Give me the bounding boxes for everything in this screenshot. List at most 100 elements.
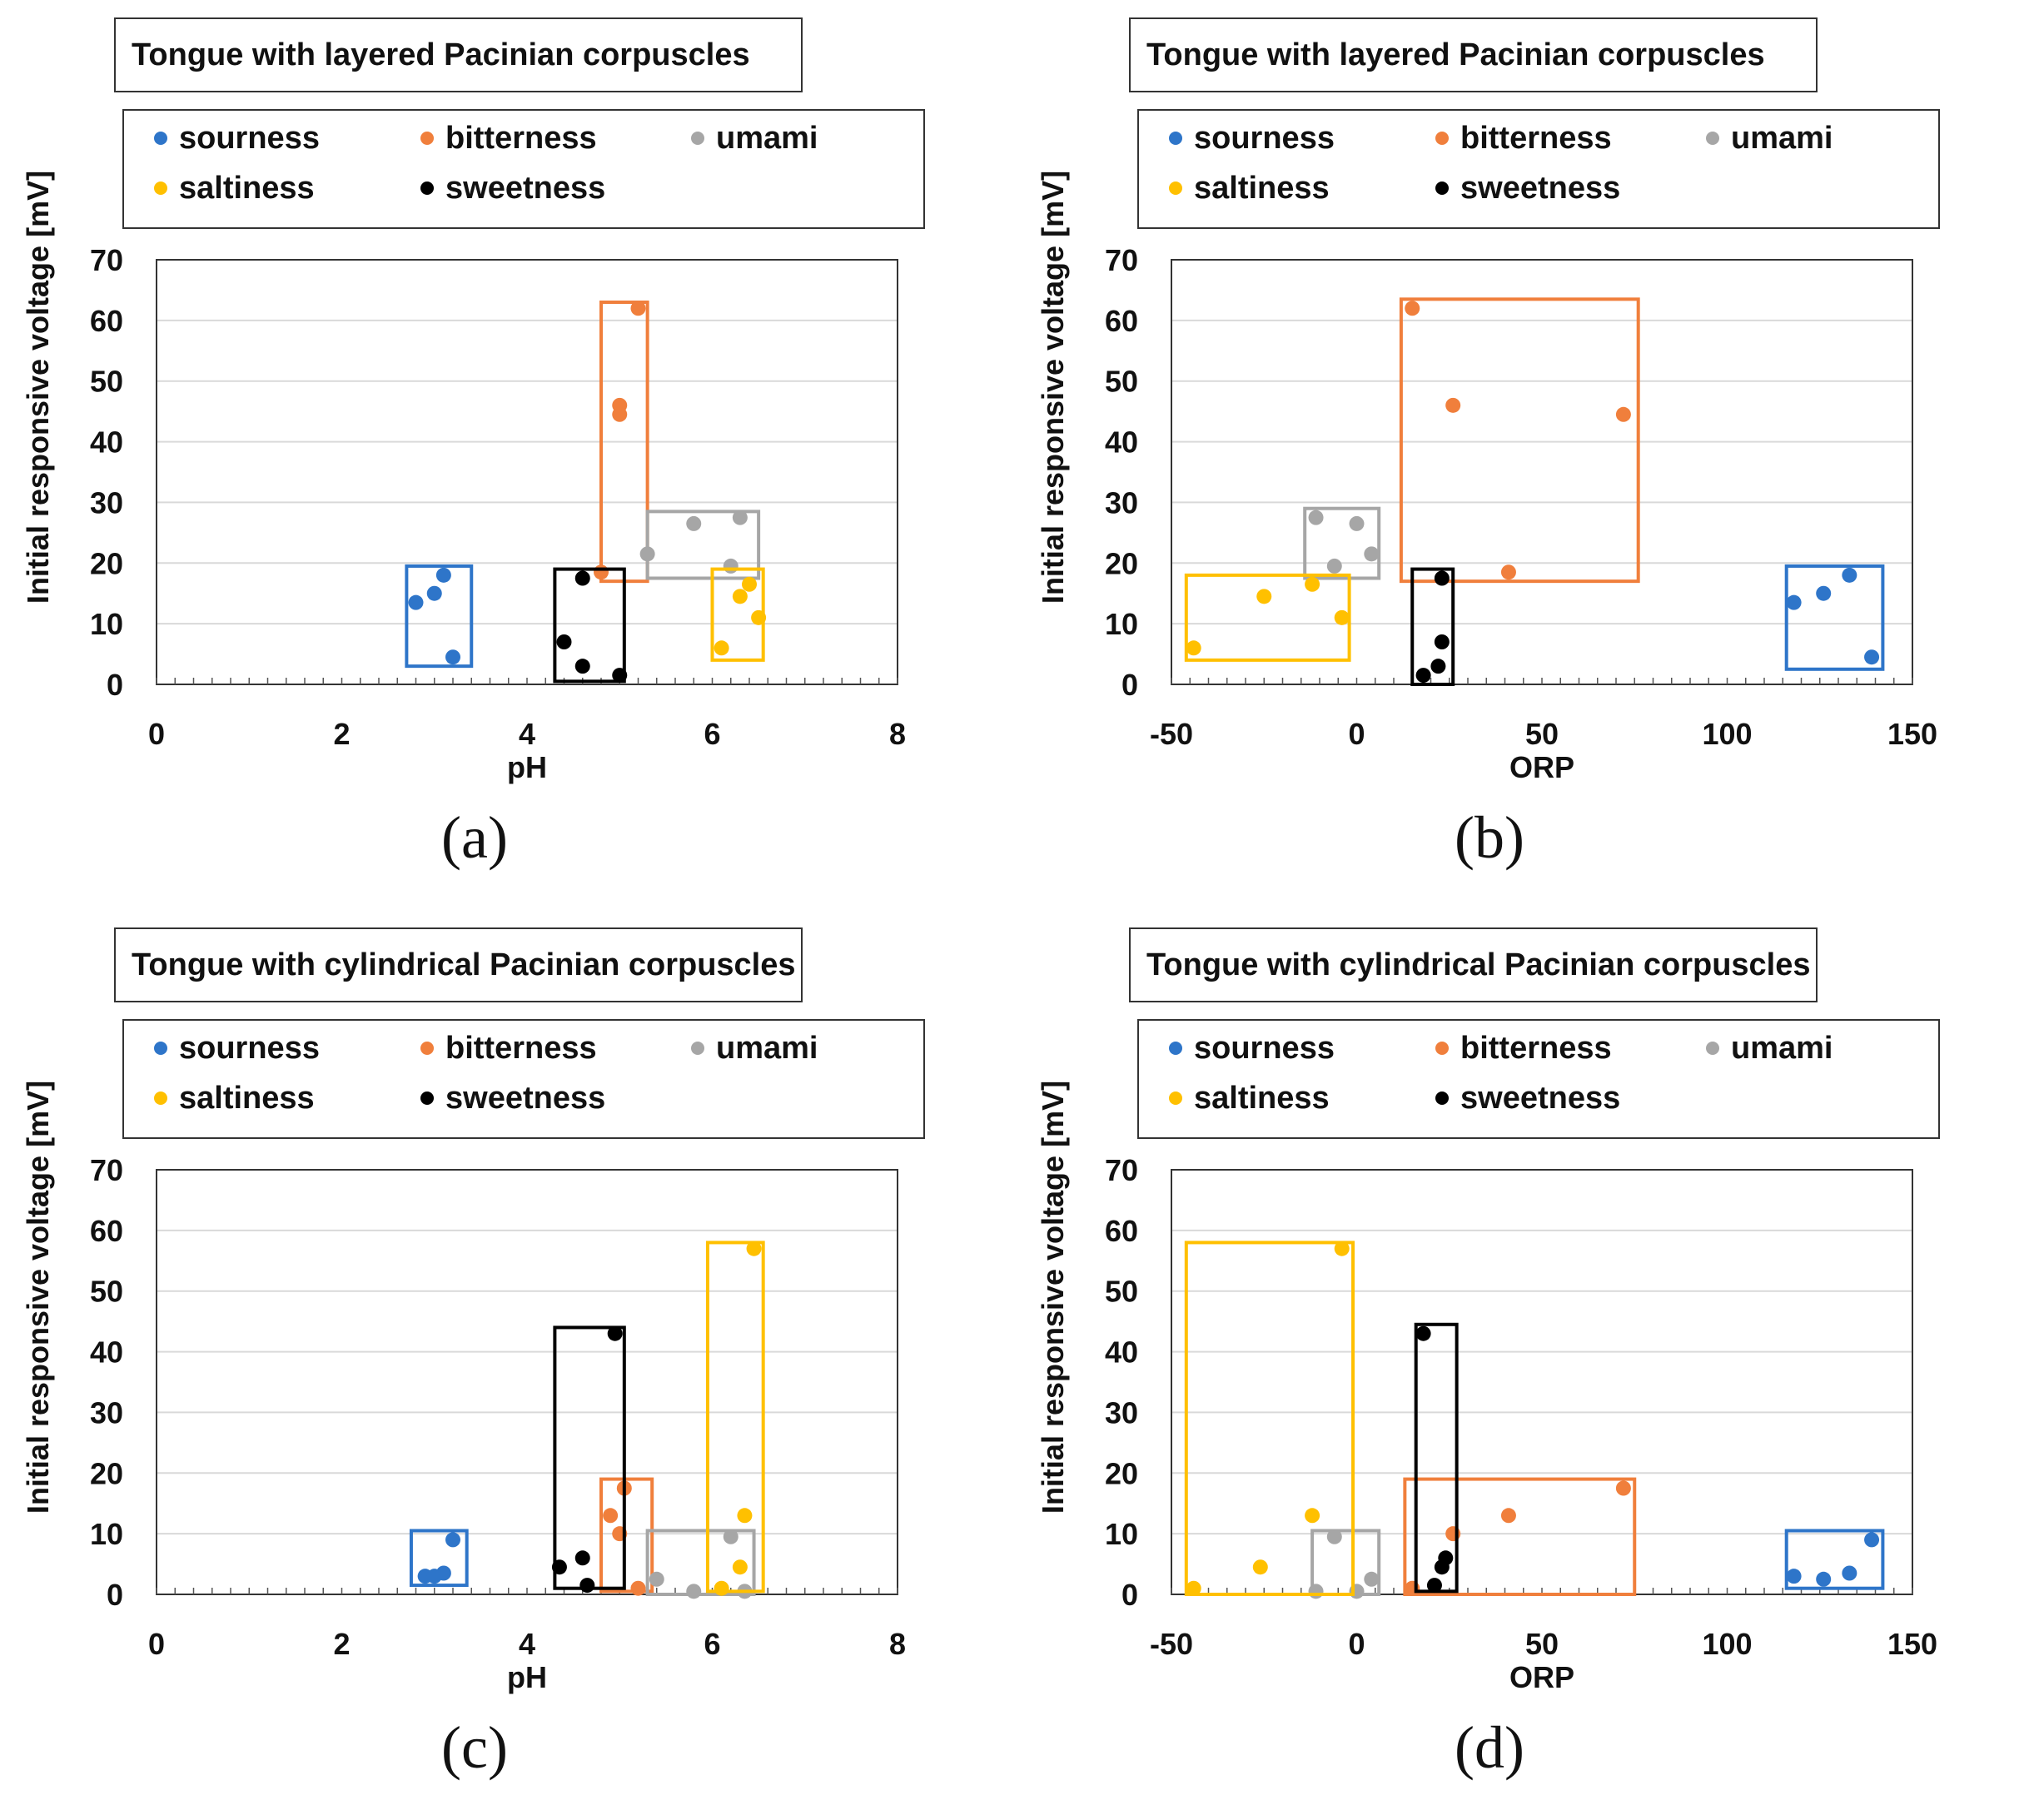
x-tick-label: 100 <box>1702 717 1752 751</box>
x-tick-label: 6 <box>704 717 720 751</box>
point-sourness <box>1842 567 1857 583</box>
range-box-umami <box>1303 506 1381 580</box>
panel-b: Tongue with layered Pacinian corpuscles s… <box>1015 0 2029 910</box>
legend-box <box>122 109 925 229</box>
y-axis-label: Initial responsive voltage [mV] <box>21 171 55 604</box>
x-tick-label: 100 <box>1702 1627 1752 1661</box>
point-bitterness <box>1500 1508 1516 1524</box>
x-tick-label: 8 <box>889 1627 906 1661</box>
y-tick-label: 70 <box>90 243 123 277</box>
y-tick-label: 30 <box>90 1395 123 1430</box>
panel-d: Tongue with cylindrical Pacinian corpusc… <box>1015 910 2029 1820</box>
legend-marker-umami <box>1706 1042 1719 1055</box>
legend-marker-umami <box>691 1042 704 1055</box>
point-umami <box>1364 546 1380 562</box>
point-sourness <box>445 649 460 665</box>
point-sourness <box>1786 1569 1802 1584</box>
y-tick-label: 20 <box>90 1456 123 1490</box>
point-sourness <box>445 1532 460 1548</box>
x-tick-label: -50 <box>1150 717 1193 751</box>
legend-marker-bitterness <box>1435 132 1449 145</box>
point-sweetness <box>579 1578 595 1594</box>
legend-marker-saltiness <box>1169 182 1182 195</box>
range-box-sourness <box>409 1529 469 1588</box>
legend-marker-umami <box>691 132 704 145</box>
point-bitterness <box>603 1508 619 1524</box>
y-tick-label: 10 <box>1105 1517 1138 1551</box>
y-tick-label: 40 <box>90 1335 123 1370</box>
legend-label-saltiness: saltiness <box>179 1081 315 1116</box>
point-saltiness <box>732 589 748 604</box>
range-box-umami <box>645 1529 756 1596</box>
legend-box <box>122 1019 925 1139</box>
y-tick-label: 40 <box>1105 1335 1138 1370</box>
y-tick-label: 50 <box>1105 365 1138 399</box>
point-umami <box>1308 1584 1324 1599</box>
x-tick-label: 0 <box>148 1627 165 1661</box>
legend-marker-saltiness <box>1169 1092 1182 1105</box>
point-saltiness <box>746 1241 762 1256</box>
legend-label-sourness: sourness <box>179 1031 320 1066</box>
legend-label-sweetness: sweetness <box>1460 171 1620 206</box>
range-box-sourness <box>1784 564 1885 671</box>
legend-label-umami: umami <box>1731 121 1833 156</box>
x-axis-label: ORP <box>1509 1660 1574 1694</box>
range-box-sweetness <box>553 567 626 684</box>
legend-label-bitterness: bitterness <box>1460 121 1612 156</box>
title-box <box>1129 927 1818 1002</box>
point-sweetness <box>556 634 572 649</box>
y-axis-label: Initial responsive voltage [mV] <box>1036 1081 1070 1514</box>
legend-marker-sweetness <box>420 1092 434 1105</box>
legend-marker-saltiness <box>154 1092 167 1105</box>
point-bitterness <box>1615 1480 1631 1496</box>
point-bitterness <box>594 564 609 580</box>
legend-label-umami: umami <box>1731 1031 1833 1066</box>
legend-label-sourness: sourness <box>1194 1031 1335 1066</box>
title-box <box>114 17 803 92</box>
x-tick-label: 8 <box>889 717 906 751</box>
panel-c: Tongue with cylindrical Pacinian corpusc… <box>0 910 1014 1820</box>
legend-marker-bitterness <box>420 132 434 145</box>
point-bitterness <box>630 301 646 316</box>
point-saltiness <box>714 1580 729 1596</box>
panel-label: (c) <box>441 1714 508 1781</box>
point-umami <box>1349 515 1365 531</box>
legend-box <box>1137 109 1940 229</box>
legend-marker-umami <box>1706 132 1719 145</box>
x-tick-label: 6 <box>704 1627 720 1661</box>
y-tick-label: 30 <box>90 485 123 520</box>
legend-label-sourness: sourness <box>179 121 320 156</box>
point-sweetness <box>1438 1550 1454 1566</box>
legend-marker-bitterness <box>420 1042 434 1055</box>
y-tick-label: 60 <box>90 304 123 338</box>
range-box-saltiness <box>1184 1241 1355 1596</box>
chart-svg-a: Tongue with layered Pacinian corpuscles s… <box>21 17 925 871</box>
point-sweetness <box>1415 668 1431 684</box>
point-sweetness <box>1426 1578 1442 1594</box>
point-sourness <box>408 594 424 610</box>
legend-label-bitterness: bitterness <box>445 1031 597 1066</box>
x-tick-label: 50 <box>1525 1627 1559 1661</box>
x-axis-label: pH <box>507 750 547 784</box>
range-box-sweetness <box>1410 567 1455 686</box>
y-tick-label: 30 <box>1105 1395 1138 1430</box>
legend-label-bitterness: bitterness <box>1460 1031 1612 1066</box>
legend-label-sweetness: sweetness <box>1460 1081 1620 1116</box>
point-sweetness <box>612 668 628 684</box>
point-umami <box>1326 558 1342 574</box>
y-tick-label: 0 <box>107 668 123 702</box>
range-box-sourness <box>1784 1529 1885 1590</box>
point-bitterness <box>630 1580 646 1596</box>
point-umami <box>1364 1571 1380 1587</box>
y-tick-label: 60 <box>1105 1214 1138 1248</box>
point-sourness <box>1842 1565 1857 1581</box>
range-box-sourness <box>405 564 474 669</box>
x-tick-label: 4 <box>519 1627 535 1661</box>
legend-marker-sweetness <box>420 182 434 195</box>
point-bitterness <box>1445 397 1461 413</box>
point-umami <box>1326 1529 1342 1544</box>
legend-label-sweetness: sweetness <box>445 171 605 206</box>
point-sweetness <box>551 1559 567 1575</box>
range-box-saltiness <box>705 1241 765 1594</box>
y-tick-label: 0 <box>107 1578 123 1612</box>
